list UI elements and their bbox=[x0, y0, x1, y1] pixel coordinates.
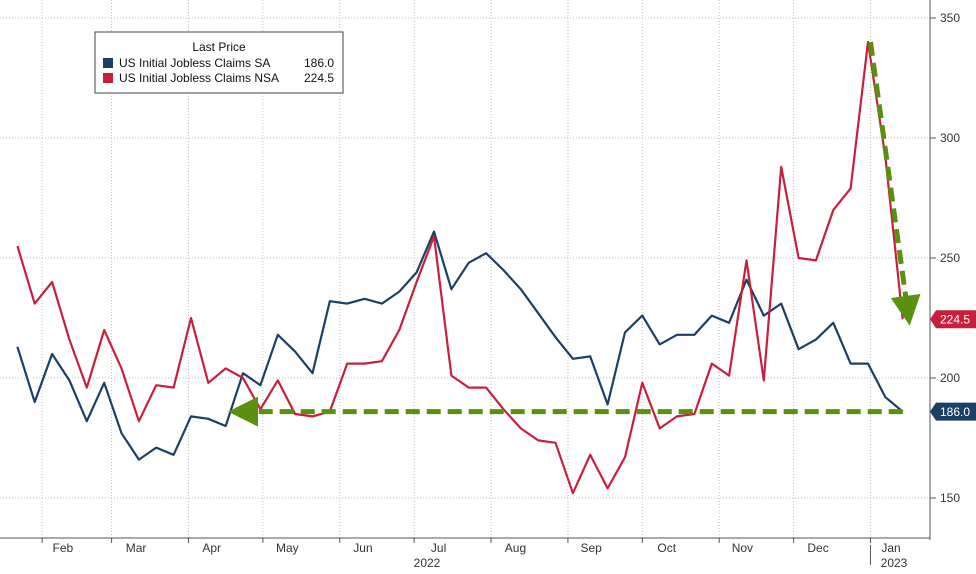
annotation-arrow-1 bbox=[870, 42, 907, 311]
x-year-label: 2022 bbox=[414, 556, 441, 569]
last-value-labels: 186.0 224.5 bbox=[930, 310, 976, 420]
x-tick-label: Sep bbox=[580, 541, 602, 555]
legend-swatch-nsa bbox=[103, 73, 113, 83]
y-tick-label: 150 bbox=[940, 491, 960, 505]
x-tick-label: Jun bbox=[353, 541, 372, 555]
x-tick-label: Mar bbox=[126, 541, 147, 555]
x-tick-label: Nov bbox=[732, 541, 753, 555]
x-tick-label: Jul bbox=[431, 541, 446, 555]
x-tick-label: Oct bbox=[657, 541, 676, 555]
annotation-layer bbox=[243, 42, 908, 412]
x-year-label: 2023 bbox=[881, 556, 908, 569]
legend-title: Last Price bbox=[192, 40, 246, 54]
legend: Last Price US Initial Jobless Claims SA … bbox=[95, 32, 343, 93]
y-axis-right: 150 200 250 300 350 bbox=[930, 0, 960, 540]
x-tick-label: Feb bbox=[53, 541, 74, 555]
x-tick-label: Jan bbox=[881, 541, 900, 555]
last-value-text-nsa: 224.5 bbox=[940, 313, 970, 327]
legend-swatch-sa bbox=[103, 58, 113, 68]
x-tick-label: Aug bbox=[505, 541, 526, 555]
legend-value-nsa: 224.5 bbox=[304, 71, 334, 85]
last-value-text-sa: 186.0 bbox=[940, 405, 970, 419]
x-axis-bottom: Feb Mar Apr May Jun Jul Aug Sep Oct Nov Dec Jan 2022… bbox=[0, 538, 930, 569]
y-tick-label: 200 bbox=[940, 371, 960, 385]
legend-label-nsa: US Initial Jobless Claims NSA bbox=[119, 71, 279, 85]
y-tick-label: 350 bbox=[940, 11, 960, 25]
legend-label-sa: US Initial Jobless Claims SA bbox=[119, 56, 270, 70]
series-line-sa bbox=[17, 232, 902, 460]
y-tick-label: 300 bbox=[940, 131, 960, 145]
x-tick-label: May bbox=[276, 541, 299, 555]
series-layer bbox=[17, 42, 903, 493]
x-tick-label: Dec bbox=[807, 541, 828, 555]
series-line-nsa bbox=[17, 42, 902, 493]
legend-value-sa: 186.0 bbox=[304, 56, 334, 70]
y-tick-label: 250 bbox=[940, 251, 960, 265]
x-tick-label: Apr bbox=[202, 541, 221, 555]
